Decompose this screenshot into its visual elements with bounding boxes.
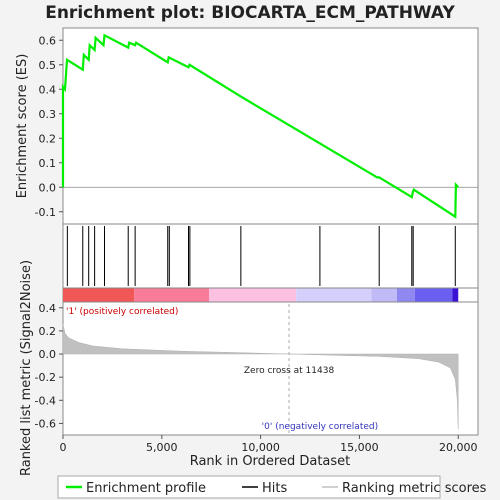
- zero-cross-label: Zero cross at 11438: [244, 366, 335, 376]
- es-y-tick-label: 0.1: [39, 157, 57, 170]
- colorbar-segment: [452, 288, 459, 302]
- colorbar-segment: [63, 288, 135, 302]
- colorbar-segment: [296, 288, 372, 302]
- legend-label: Ranking metric scores: [342, 481, 487, 496]
- legend-label: Hits: [262, 481, 287, 496]
- es-y-tick-label: -0.1: [35, 206, 56, 219]
- rank-y-tick-label: -0.4: [35, 394, 56, 407]
- x-tick-label: 20,000: [439, 441, 478, 454]
- es-y-tick-label: 0.0: [39, 181, 57, 194]
- colorbar-segment: [209, 288, 297, 302]
- colorbar-segment: [134, 288, 210, 302]
- x-axis-label: Rank in Ordered Dataset: [190, 454, 351, 469]
- es-y-axis: -0.1 0.0 0.1 0.2 0.3 0.4 0.5 0.6: [35, 34, 63, 219]
- rank-y-axis: -0.6 -0.4 -0.2 0.0 0.2 0.4: [35, 302, 63, 430]
- hits-panel: [62, 223, 479, 289]
- colorbar-segment: [371, 288, 397, 302]
- ranking-panel: [62, 301, 479, 436]
- rank-y-axis-label: Ranked list metric (Signal2Noise): [19, 260, 34, 476]
- es-y-tick-label: 0.5: [39, 59, 57, 72]
- rank-y-tick-label: -0.6: [35, 417, 56, 430]
- x-tick-label: 5,000: [146, 441, 178, 454]
- legend: Enrichment profile Hits Ranking metric sco…: [66, 481, 487, 496]
- colorbar-segment: [414, 288, 453, 302]
- rank-y-tick-label: 0.4: [39, 302, 57, 315]
- rank-y-tick-label: 0.0: [39, 348, 57, 361]
- es-y-tick-label: 0.6: [39, 34, 57, 47]
- es-y-tick-label: 0.3: [39, 108, 57, 121]
- x-axis: 0 5,000 10,000 15,000 20,000: [60, 435, 478, 454]
- chart-title: Enrichment plot: BIOCARTA_ECM_PATHWAY: [45, 3, 455, 23]
- rank-y-tick-label: 0.2: [39, 325, 57, 338]
- colorbar-segment: [396, 288, 415, 302]
- rank-y-tick-label: -0.2: [35, 371, 56, 384]
- ranking-metric-area: [62, 323, 459, 430]
- legend-label: Enrichment profile: [86, 481, 206, 496]
- enrichment-profile-line: [61, 33, 460, 219]
- positive-correlation-label: '1' (positively correlated): [66, 307, 178, 317]
- x-tick-label: 10,000: [241, 441, 280, 454]
- es-y-axis-label: Enrichment score (ES): [15, 54, 30, 199]
- es-y-tick-label: 0.2: [39, 132, 57, 145]
- x-tick-label: 0: [60, 441, 67, 454]
- x-tick-label: 15,000: [340, 441, 379, 454]
- es-y-tick-label: 0.4: [39, 83, 57, 96]
- enrichment-panel: [62, 27, 479, 225]
- hit-markers: [66, 226, 456, 286]
- negative-correlation-label: '0' (negatively correlated): [262, 422, 378, 432]
- rank-colorbar: [63, 288, 459, 302]
